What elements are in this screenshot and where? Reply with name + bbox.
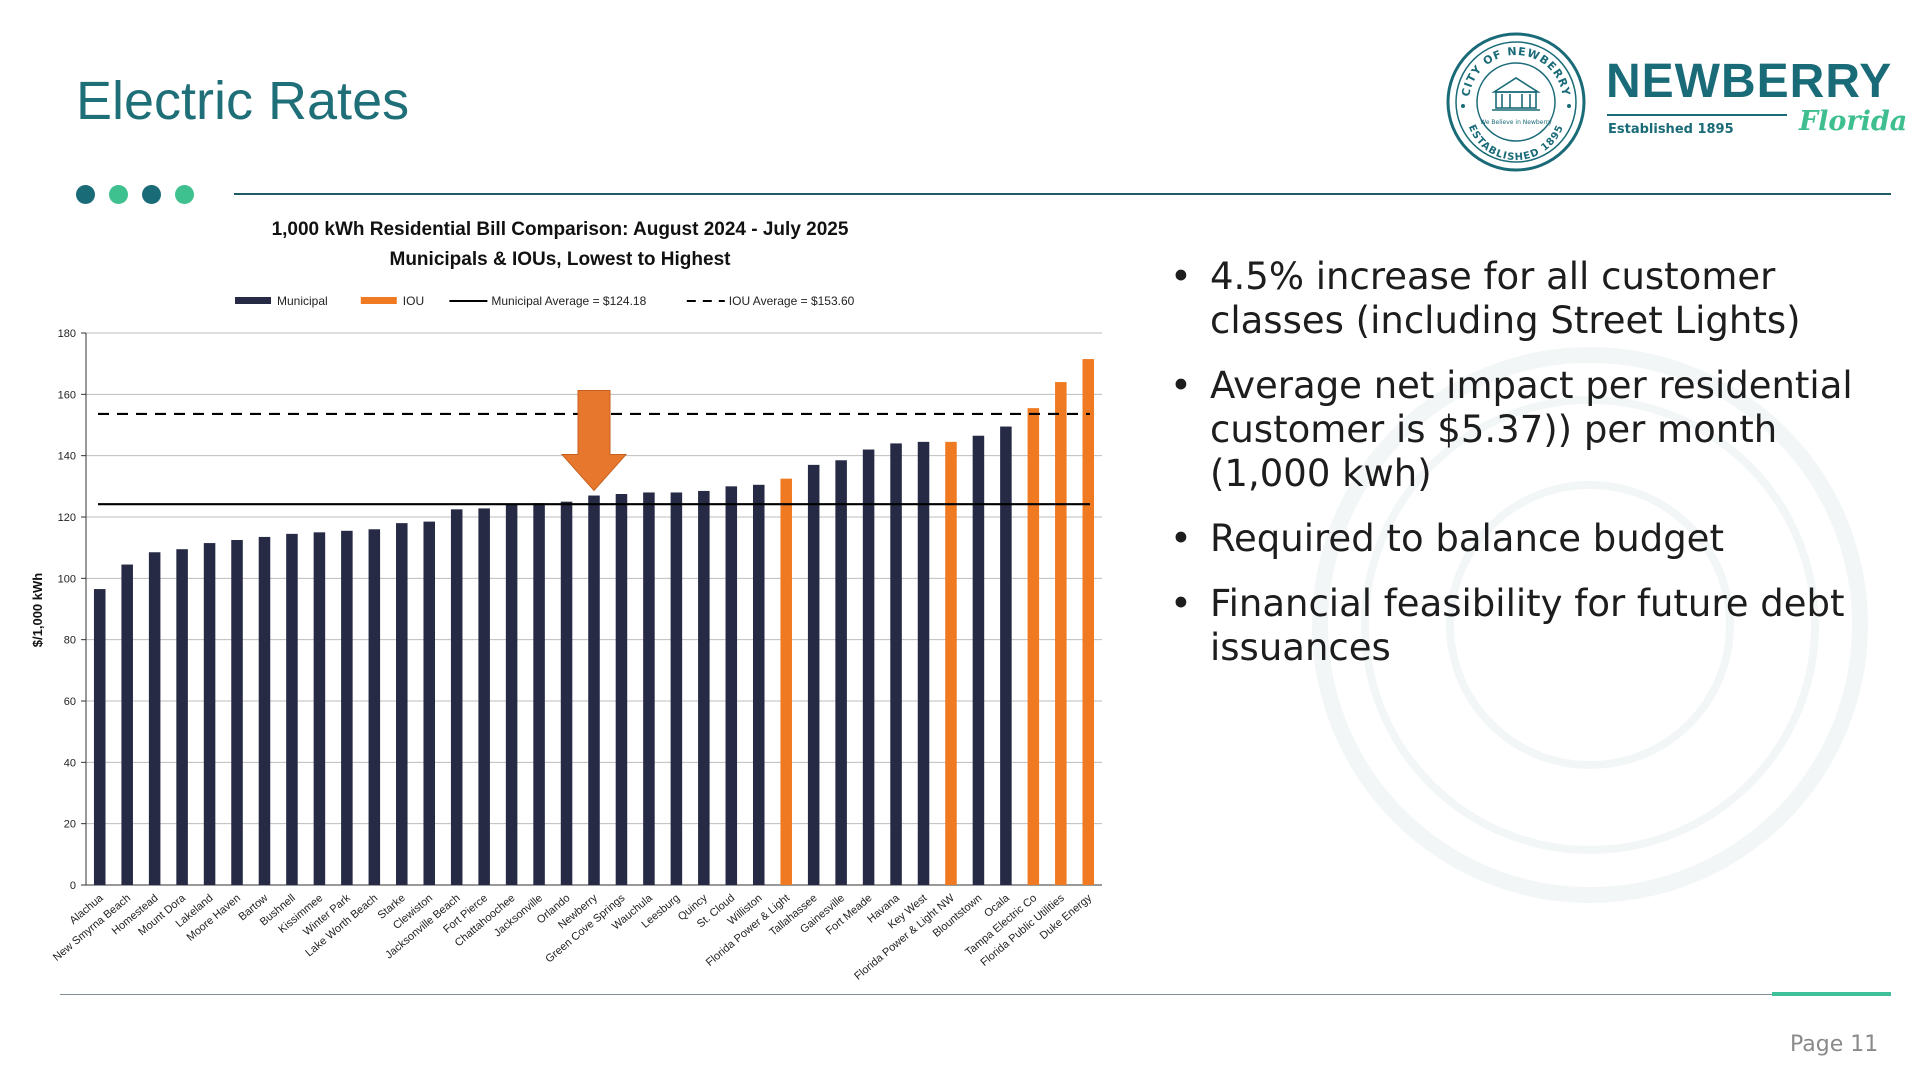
- dot-icon: [142, 185, 161, 204]
- bar: [93, 589, 106, 885]
- seal-motto: We Believe in Newberry: [1480, 119, 1552, 126]
- footer-divider: [60, 994, 1891, 995]
- bar: [615, 494, 628, 885]
- bar: [148, 552, 161, 885]
- brand-divider: [1607, 114, 1787, 116]
- bar: [643, 492, 655, 885]
- bill-comparison-chart: 1,000 kWh Residential Bill Comparison: A…: [30, 219, 1102, 983]
- footer-accent: [1772, 992, 1891, 996]
- bar: [917, 441, 930, 885]
- newberry-logo: CITY OF NEWBERRY ESTABLISHED 1895 We Bel…: [1444, 30, 1907, 175]
- bullet-item: Required to balance budget: [1170, 517, 1890, 561]
- legend-swatch: [360, 297, 397, 304]
- building-icon: [1491, 77, 1541, 111]
- y-tick-label: 80: [64, 635, 76, 647]
- y-tick-label: 120: [58, 512, 76, 524]
- bar: [396, 523, 408, 885]
- bar: [752, 484, 765, 885]
- bar: [203, 543, 216, 885]
- bullet-list: 4.5% increase for all customer classes (…: [1170, 255, 1890, 691]
- bar: [945, 441, 957, 885]
- bar: [560, 501, 573, 885]
- bar: [890, 443, 902, 885]
- y-tick-label: 60: [64, 696, 76, 708]
- chart-legend: Municipal IOU Municipal Average = $124.18 I…: [235, 294, 855, 308]
- bar: [862, 449, 875, 885]
- chart-bars: [93, 359, 1095, 885]
- y-tick-label: 40: [64, 757, 76, 769]
- decorative-dots: [76, 185, 194, 204]
- bar: [725, 486, 738, 885]
- legend-label: IOU Average = $153.60: [729, 294, 855, 308]
- bar: [670, 492, 683, 885]
- slide-title: Electric Rates: [76, 71, 410, 131]
- bar: [258, 536, 271, 885]
- bar: [176, 549, 188, 885]
- bullet-item: Financial feasibility for future debt is…: [1170, 582, 1890, 670]
- bar: [478, 508, 490, 885]
- bar: [423, 521, 436, 885]
- header-divider: [234, 193, 1891, 195]
- bar: [450, 509, 463, 885]
- bar: [972, 435, 985, 885]
- bar: [1082, 359, 1095, 885]
- bar: [231, 540, 243, 885]
- dot-icon: [175, 185, 194, 204]
- bullet-item: Average net impact per residential custo…: [1170, 364, 1890, 496]
- bar: [286, 533, 298, 885]
- dot-icon: [76, 185, 95, 204]
- legend-label: Municipal: [277, 294, 328, 308]
- legend-label: Municipal Average = $124.18: [491, 294, 646, 308]
- page-number: Page 11: [1790, 1032, 1879, 1057]
- bar: [368, 529, 381, 885]
- bar: [835, 460, 847, 885]
- y-tick-label: 0: [70, 880, 76, 892]
- bar: [588, 495, 600, 885]
- y-tick-label: 160: [58, 389, 76, 401]
- y-tick-label: 140: [58, 451, 76, 463]
- city-seal-icon: CITY OF NEWBERRY ESTABLISHED 1895 We Bel…: [1446, 32, 1586, 172]
- y-tick-label: 180: [58, 328, 76, 340]
- bar: [698, 490, 710, 885]
- bar: [1027, 408, 1040, 885]
- brand-name: NEWBERRY: [1606, 55, 1893, 108]
- y-axis-ticks: 0 20 40 60 80 100 120 140 160 180: [58, 328, 86, 892]
- chart-subtitle: Municipals & IOUs, Lowest to Highest: [390, 249, 732, 270]
- newberry-highlight: [560, 390, 628, 492]
- bar: [1000, 426, 1012, 885]
- bar: [807, 464, 820, 885]
- bar: [121, 564, 133, 885]
- bar: [780, 478, 792, 885]
- y-tick-label: 100: [58, 573, 76, 585]
- down-arrow-icon: [560, 390, 628, 492]
- bullet-item: 4.5% increase for all customer classes (…: [1170, 255, 1890, 343]
- y-axis-label: $/1,000 kWh: [30, 573, 45, 647]
- dot-icon: [109, 185, 128, 204]
- y-tick-label: 20: [64, 819, 76, 831]
- bar: [533, 503, 545, 885]
- chart-title: 1,000 kWh Residential Bill Comparison: A…: [272, 219, 849, 240]
- bar: [313, 532, 326, 885]
- legend-label: IOU: [403, 294, 424, 308]
- bar: [1055, 382, 1067, 885]
- bar: [505, 504, 518, 885]
- bar: [341, 530, 353, 885]
- legend-swatch: [235, 297, 271, 304]
- brand-established: Established 1895: [1608, 122, 1734, 137]
- brand-state: Florida: [1799, 106, 1908, 137]
